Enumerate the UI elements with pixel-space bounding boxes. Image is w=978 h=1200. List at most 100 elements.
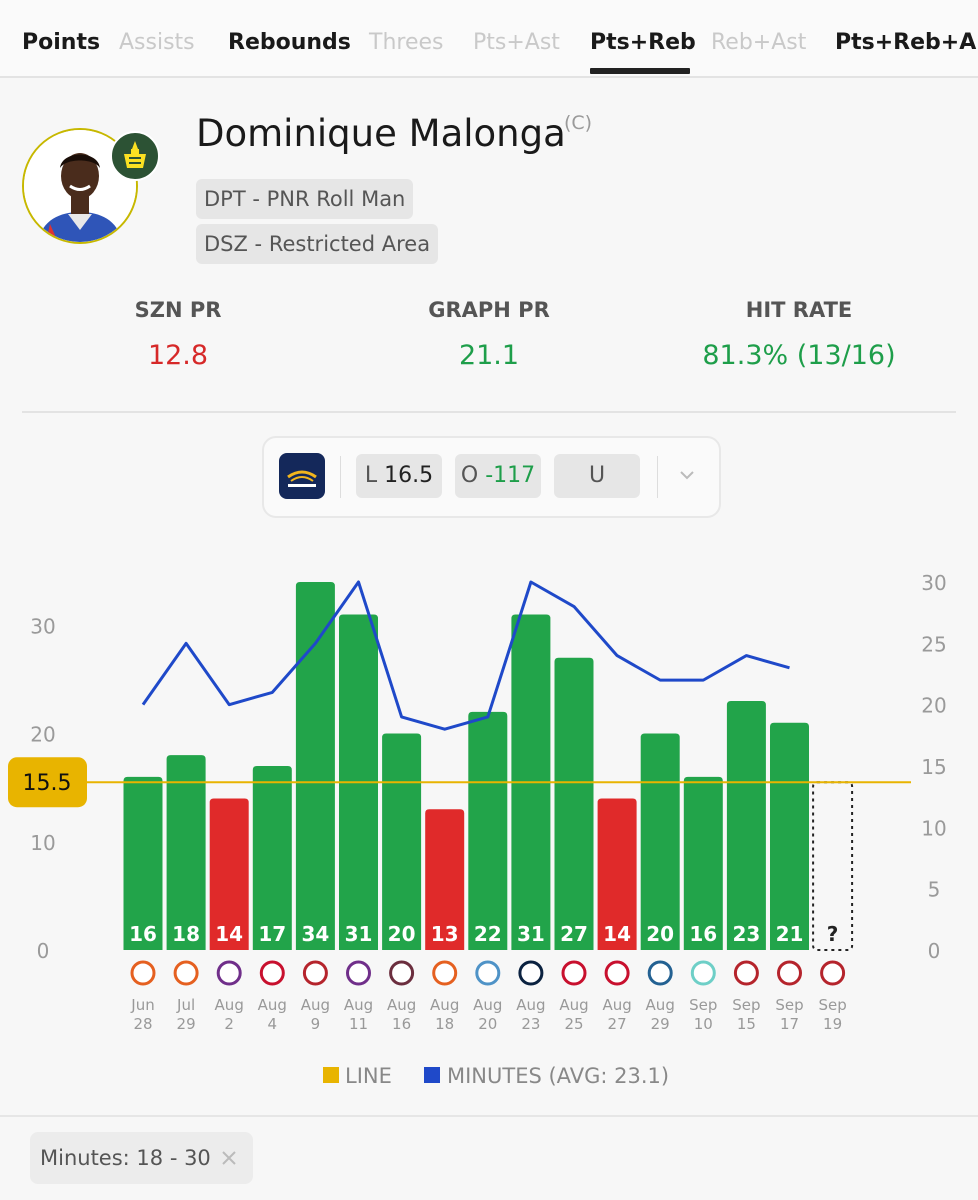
- date-label-month: Sep: [775, 996, 803, 1014]
- minutes-filter-chip[interactable]: Minutes: 18 - 30: [30, 1132, 253, 1184]
- date-label-day: 16: [392, 1015, 411, 1033]
- bar-value-label: 16: [129, 922, 157, 946]
- right-axis-tick: 5: [928, 878, 941, 902]
- game-bar: [382, 733, 422, 950]
- sky-icon: [475, 960, 501, 986]
- tab-points[interactable]: Points: [22, 30, 101, 55]
- game-bar: [726, 701, 766, 950]
- fever-icon: [259, 960, 285, 986]
- tab-reb-ast[interactable]: Reb+Ast: [711, 30, 807, 55]
- player-avatar: [22, 128, 138, 244]
- mystics-icon: [561, 960, 587, 986]
- date-label-day: 15: [737, 1015, 756, 1033]
- odds-separator: [340, 456, 341, 498]
- sportsbook-logo-icon[interactable]: [279, 453, 325, 499]
- date-label-day: 2: [224, 1015, 234, 1033]
- line-value-label: 15.5: [23, 771, 72, 796]
- bar-value-label: 31: [517, 922, 545, 946]
- game-bar: [770, 722, 809, 950]
- right-axis-tick: 0: [928, 939, 941, 963]
- date-label-day: 28: [133, 1015, 152, 1033]
- game-log-chart: 0 10 20 30 0 5 10 15 20 25 30 16 18 14 17 34 31 20 13 22 31 2…: [8, 571, 947, 1033]
- left-axis-tick: 20: [30, 723, 55, 747]
- date-label-month: Aug: [559, 996, 588, 1014]
- sun-icon: [130, 960, 156, 986]
- aces-icon: [820, 960, 846, 986]
- player-position-tag: (C): [564, 112, 593, 134]
- active-tab-indicator: [590, 68, 690, 74]
- game-bar: [295, 582, 335, 950]
- bar-value-label: 23: [732, 922, 760, 946]
- bar-value-label: 20: [388, 922, 416, 946]
- right-axis-tick: 25: [921, 632, 946, 656]
- team-logo-icon: [110, 131, 160, 181]
- bar-value-label: 17: [258, 922, 286, 946]
- date-label-month: Aug: [344, 996, 373, 1014]
- date-label-month: Aug: [602, 996, 631, 1014]
- bar-value-label: 21: [776, 922, 804, 946]
- shot-zone-chip: DSZ - Restricted Area: [196, 224, 439, 264]
- hit-rate-label: HIT RATE: [745, 298, 853, 322]
- legend-line-label: LINE: [345, 1064, 392, 1088]
- line-value-badge: [8, 757, 87, 808]
- tab-rebounds[interactable]: Rebounds: [228, 30, 351, 55]
- date-label-month: Jun: [130, 996, 154, 1014]
- tab-pts-reb-ast[interactable]: Pts+Reb+A: [835, 30, 977, 55]
- bar-value-label: 18: [172, 922, 200, 946]
- over-pill[interactable]: O -117: [455, 454, 541, 498]
- play-type-chip: DPT - PNR Roll Man: [196, 179, 414, 219]
- over-odds: -117: [485, 463, 536, 488]
- szn-pr-label: SZN PR: [134, 298, 222, 322]
- date-label-month: Aug: [646, 996, 675, 1014]
- left-axis-tick: 30: [30, 614, 55, 638]
- lynx-icon: [647, 960, 673, 986]
- odds-separator: [657, 456, 658, 498]
- date-label-day: 23: [521, 1015, 540, 1033]
- spark-icon: [346, 960, 371, 986]
- date-label-month: Aug: [215, 996, 244, 1014]
- date-label-month: Jul: [176, 996, 195, 1014]
- bar-value-label: 14: [215, 922, 243, 946]
- date-label-day: 10: [694, 1015, 713, 1033]
- date-label-month: Aug: [301, 996, 330, 1014]
- tab-threes[interactable]: Threes: [369, 30, 444, 55]
- game-bar: [554, 657, 594, 950]
- aces-icon: [733, 960, 759, 986]
- graph-pr-label: GRAPH PR: [428, 298, 550, 322]
- date-label-day: 17: [780, 1015, 799, 1033]
- odds-selector: L 16.5 O -117 U: [262, 436, 721, 518]
- legend-line-swatch: [323, 1067, 339, 1083]
- footer-divider: [0, 1115, 978, 1117]
- date-label-month: Aug: [387, 996, 416, 1014]
- mercury-icon: [432, 960, 458, 986]
- chevron-down-icon[interactable]: [678, 468, 696, 482]
- liberty-icon: [690, 960, 716, 986]
- right-axis-tick: 30: [921, 571, 946, 595]
- stat-tabs: Points Assists Rebounds Threes Pts+Ast P…: [0, 0, 978, 78]
- under-pill[interactable]: U: [554, 454, 640, 498]
- date-label-day: 11: [349, 1015, 368, 1033]
- game-bar: [123, 776, 163, 950]
- game-bar: [209, 798, 249, 950]
- bar-value-label: 13: [431, 922, 459, 946]
- line-pill[interactable]: L 16.5: [356, 454, 442, 498]
- date-label-month: Aug: [430, 996, 459, 1014]
- aces-icon: [302, 960, 328, 986]
- date-label-month: Sep: [689, 996, 717, 1014]
- tab-pts-reb[interactable]: Pts+Reb: [590, 30, 696, 55]
- date-label-day: 25: [564, 1015, 583, 1033]
- aces-icon: [777, 960, 802, 986]
- right-axis-tick: 20: [921, 694, 946, 718]
- tab-pts-ast[interactable]: Pts+Ast: [473, 30, 560, 55]
- date-label-day: 4: [268, 1015, 278, 1033]
- valkyries-icon: [389, 960, 415, 986]
- date-label-month: Sep: [732, 996, 760, 1014]
- legend-minutes-label: MINUTES (AVG: 23.1): [447, 1064, 670, 1088]
- line-value: 16.5: [384, 463, 434, 488]
- szn-pr-value: 12.8: [147, 340, 209, 371]
- player-name: Dominique Malonga: [196, 112, 566, 155]
- tab-assists[interactable]: Assists: [119, 30, 195, 55]
- close-icon[interactable]: [220, 1149, 238, 1167]
- left-axis-tick: 0: [37, 939, 50, 963]
- game-bar: [166, 755, 206, 950]
